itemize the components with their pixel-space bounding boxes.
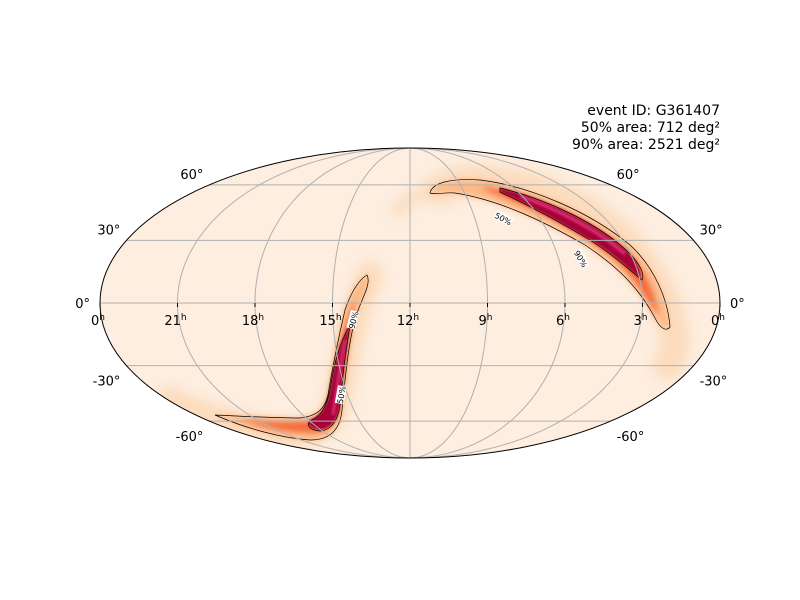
ra-label: 21h [164,313,186,329]
contour-label-bg [346,310,360,330]
area-50-text: 50% area: 712 deg² [580,120,720,136]
dec-label-right: 60° [617,168,640,183]
dec-label-left: 60° [180,168,203,183]
ra-labels: 0h 21h 18h 15h 12h 9h 6h 3h 0h [91,313,725,329]
ra-label: 15h [319,313,341,329]
ra-label: 9h [479,313,493,329]
ra-label: 12h [397,313,419,329]
contour-label-bg [493,210,514,227]
ra-label: 6h [556,313,570,329]
contour-label-text: 50% [336,385,348,404]
dec-label-right: 0° [730,297,745,312]
ra-label: 0h [711,313,725,329]
dec-label-right: -60° [617,430,645,445]
ra-label: 3h [634,313,648,329]
dec-labels: 60° 60° 30° 30° 0° 0° -30° -30° -60° -60° [75,168,745,445]
contour-label-bg [572,248,590,269]
contour-50-upper [499,187,644,281]
dec-label-left: -30° [93,375,121,390]
ra-label: 18h [242,313,264,329]
event-info: event ID: G361407 50% area: 712 deg² 90%… [572,103,720,154]
area-90-text: 90% area: 2521 deg² [571,137,720,153]
dec-label-left: 0° [75,297,90,312]
dec-label-right: -30° [700,375,728,390]
contour-90-lower [214,274,369,441]
ra-label: 0h [91,313,105,329]
contour-90-upper [429,179,671,330]
dec-label-right: 30° [700,223,723,238]
credible-contours [214,179,671,441]
dec-label-left: 30° [97,223,120,238]
ra-ticks [99,303,721,307]
contour-label-bg [334,385,347,405]
event-id-text: event ID: G361407 [587,103,720,119]
dec-label-left: -60° [176,430,204,445]
contour-label: 50% [334,385,348,405]
